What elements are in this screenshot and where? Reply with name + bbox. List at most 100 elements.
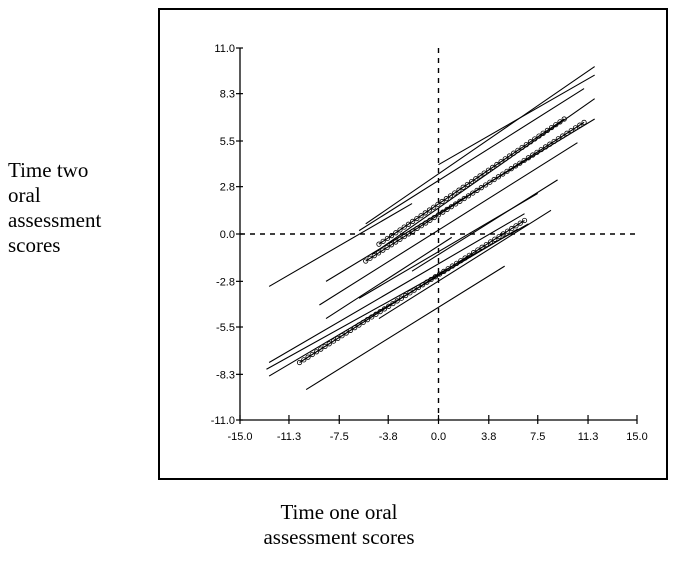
y-axis-title-line-3: assessment	[8, 208, 102, 232]
line-marker	[495, 174, 502, 180]
chart-canvas: 11.0 8.3 5.5 2.8 0.0 -2.8 -5.5 -8.3 -11.0 -15.0 -1…	[211, 43, 648, 443]
line-marker	[487, 179, 493, 185]
x-axis-title-line-2: assessment scores	[263, 525, 415, 549]
line-marker	[435, 201, 441, 207]
line-marker	[496, 233, 502, 240]
line-marker	[393, 230, 399, 236]
x-tick-label: -11.3	[277, 431, 301, 443]
line-marker	[426, 207, 433, 213]
line-marker	[411, 287, 417, 293]
line-marker	[388, 242, 395, 248]
regression-line	[378, 209, 552, 320]
line-marker	[481, 170, 487, 176]
line-marker	[376, 241, 382, 247]
regression-line	[305, 265, 505, 391]
line-marker	[456, 187, 462, 193]
line-marker	[504, 168, 510, 174]
line-marker	[394, 298, 400, 304]
x-tick-label: -7.5	[330, 431, 349, 443]
line-marker	[468, 178, 475, 185]
x-tick-label: 3.8	[481, 431, 496, 443]
x-tick-label: 7.5	[530, 431, 545, 443]
line-marker	[335, 335, 341, 341]
line-marker	[309, 351, 315, 358]
line-marker	[388, 233, 395, 239]
y-tick-label: 8.3	[220, 89, 235, 101]
line-marker	[464, 181, 470, 188]
line-marker	[443, 196, 449, 202]
line-marker	[305, 354, 311, 360]
x-tick-label: 0.0	[431, 431, 446, 443]
line-marker	[367, 255, 373, 261]
line-marker	[403, 292, 409, 299]
line-marker	[500, 231, 506, 237]
line-marker	[398, 295, 405, 301]
line-marker	[322, 343, 328, 350]
line-marker	[478, 185, 484, 191]
line-marker	[513, 223, 519, 229]
x-tick-label: 15.0	[626, 431, 647, 443]
line-marker	[407, 290, 413, 296]
y-tick-label: -11.0	[211, 415, 235, 427]
line-marker	[318, 346, 324, 352]
line-marker	[301, 357, 307, 363]
regression-line	[325, 118, 595, 282]
line-marker	[477, 173, 483, 179]
line-marker	[577, 122, 583, 128]
y-axis-title-line-1: Time two	[8, 158, 89, 182]
y-tick-label: 5.5	[220, 136, 235, 148]
line-marker	[431, 204, 437, 210]
x-tick-label: -15.0	[227, 431, 252, 443]
line-marker	[491, 176, 497, 183]
line-marker	[384, 235, 390, 242]
line-marker	[509, 225, 515, 232]
y-tick-label: -2.8	[216, 276, 235, 288]
regression-line	[358, 192, 539, 299]
line-marker	[470, 190, 476, 196]
y-axis-title: Time two oral assessment scores	[8, 158, 138, 258]
x-axis-title-line-1: Time one oral	[280, 500, 398, 524]
line-marker	[487, 239, 494, 245]
line-marker	[474, 187, 480, 193]
line-marker	[452, 190, 458, 196]
line-marker	[375, 250, 382, 256]
y-tick-label: -8.3	[216, 369, 235, 381]
regression-line	[268, 203, 413, 287]
y-tick-label: -5.5	[216, 322, 235, 334]
line-marker	[461, 195, 467, 202]
regression-line	[319, 142, 578, 306]
line-marker	[380, 247, 386, 253]
regression-line	[268, 213, 525, 363]
line-marker	[521, 217, 528, 224]
line-marker	[460, 184, 466, 190]
x-tick-label: -3.8	[379, 431, 398, 443]
regression-line	[268, 228, 519, 377]
y-tick-label: 0.0	[220, 229, 235, 241]
line-marker	[380, 238, 386, 244]
line-marker	[313, 349, 320, 355]
y-axis-title-line-4: scores	[8, 233, 61, 257]
y-axis-title-line-2: oral	[8, 183, 41, 207]
plot-frame: 11.0 8.3 5.5 2.8 0.0 -2.8 -5.5 -8.3 -11.0 -15.0 -1…	[158, 8, 668, 480]
line-marker	[504, 228, 511, 234]
line-marker	[581, 119, 587, 126]
regression-line	[358, 88, 585, 232]
line-marker	[447, 193, 454, 199]
line-marker	[414, 215, 420, 222]
line-marker	[422, 210, 428, 216]
line-marker	[405, 221, 412, 227]
line-marker	[465, 193, 472, 199]
regression-line	[438, 74, 595, 166]
regression-line	[325, 236, 453, 320]
line-marker	[326, 341, 332, 347]
line-marker	[482, 182, 489, 188]
line-marker	[363, 258, 369, 264]
line-marker	[296, 359, 303, 366]
line-marker	[371, 253, 377, 259]
line-marker	[384, 244, 390, 251]
line-marker	[439, 198, 445, 205]
regression-line	[378, 118, 565, 245]
x-tick-label: 11.3	[578, 431, 599, 443]
regression-line	[365, 66, 595, 225]
line-marker	[397, 227, 403, 233]
